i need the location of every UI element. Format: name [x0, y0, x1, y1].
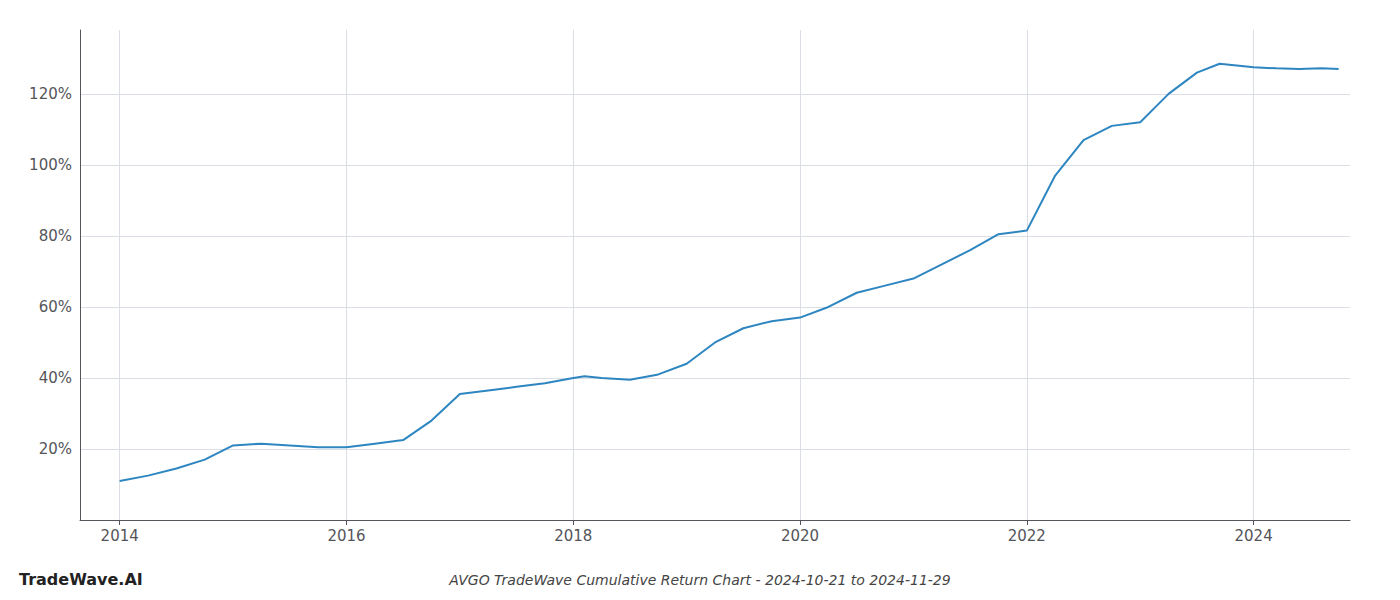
- svg-text:60%: 60%: [39, 298, 72, 316]
- svg-text:2018: 2018: [554, 527, 592, 545]
- svg-text:40%: 40%: [39, 369, 72, 387]
- svg-text:2016: 2016: [327, 527, 365, 545]
- svg-text:2020: 2020: [781, 527, 819, 545]
- svg-text:80%: 80%: [39, 227, 72, 245]
- svg-text:2022: 2022: [1008, 527, 1046, 545]
- svg-text:120%: 120%: [29, 85, 72, 103]
- svg-text:2014: 2014: [101, 527, 139, 545]
- svg-text:20%: 20%: [39, 440, 72, 458]
- svg-text:AVGO TradeWave Cumulative Retu: AVGO TradeWave Cumulative Return Chart -…: [448, 572, 950, 588]
- svg-text:TradeWave.AI: TradeWave.AI: [19, 570, 143, 589]
- svg-text:2024: 2024: [1235, 527, 1273, 545]
- svg-text:100%: 100%: [29, 156, 72, 174]
